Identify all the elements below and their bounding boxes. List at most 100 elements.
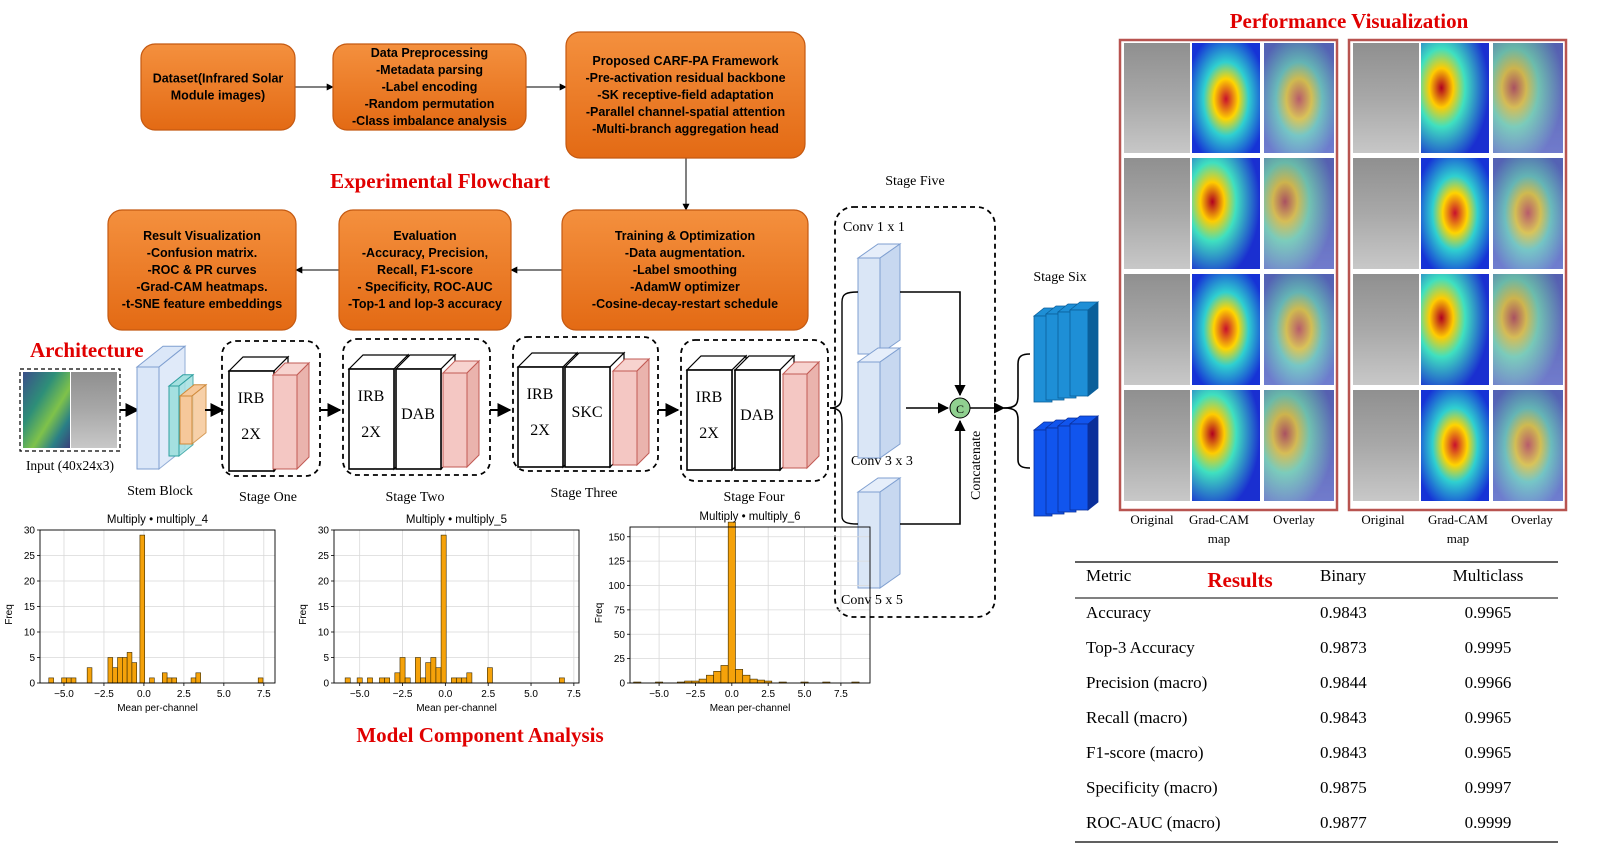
original-image bbox=[1353, 389, 1419, 501]
col-label-original: Original bbox=[1130, 512, 1174, 527]
stage-2-mult-label: 2X bbox=[361, 424, 381, 441]
histogram-bar bbox=[749, 678, 758, 684]
stage-2-pink-block bbox=[441, 359, 481, 469]
x-tick-label: −5.0 bbox=[350, 689, 370, 700]
histogram-bar bbox=[171, 677, 177, 684]
y-tick-label: 125 bbox=[608, 557, 625, 568]
stem-prism-2-front bbox=[168, 385, 180, 457]
histogram-bar bbox=[720, 665, 729, 684]
table-header-binary: Binary bbox=[1320, 566, 1367, 585]
stage-3-extra-label: SKC bbox=[571, 404, 602, 421]
stage-4-pink-block-front bbox=[782, 373, 808, 469]
stage-1-mult-label: 2X bbox=[241, 426, 261, 443]
table-header-metric: Metric bbox=[1086, 566, 1132, 585]
component-analysis-title: Model Component Analysis bbox=[356, 723, 603, 747]
flow-box-6-line: -t-SNE feature embeddings bbox=[122, 297, 282, 311]
table-cell-metric: Specificity (macro) bbox=[1086, 778, 1218, 797]
gradcam-map bbox=[1421, 389, 1489, 501]
flow-box-5-line: Recall, F1-score bbox=[377, 263, 473, 277]
concatenate-label: Concatenate bbox=[969, 431, 984, 500]
stage-five-label: Stage Five bbox=[885, 174, 945, 189]
y-tick-label: 5 bbox=[29, 653, 35, 664]
flow-box-5 bbox=[338, 209, 512, 331]
histogram-bar bbox=[451, 677, 457, 684]
stage-1-frame bbox=[221, 340, 321, 477]
x-tick-label: 7.5 bbox=[567, 689, 581, 700]
col-label-map: map bbox=[1208, 531, 1230, 546]
perf-panel-multiclass bbox=[1347, 38, 1568, 512]
histogram-title: Multiply • multiply_6 bbox=[699, 511, 800, 523]
flow-box-1-line: Dataset(Infrared Solar bbox=[153, 72, 284, 86]
table-cell-metric: F1-score (macro) bbox=[1086, 743, 1204, 762]
flow-box-5-line: -Top-1 and lop-3 accuracy bbox=[348, 297, 502, 311]
histogram-bar bbox=[70, 677, 77, 684]
col-label-overlay: Overlay bbox=[1511, 512, 1553, 527]
x-tick-label: −2.5 bbox=[94, 689, 114, 700]
histogram-bar bbox=[440, 534, 447, 684]
conv3-block-side bbox=[879, 347, 901, 459]
histogram-1: 0 5 10 15 20 25 30 −5.0 −2.5 0.0 2.5 5.0 7.5 Multiply… bbox=[4, 514, 276, 714]
overlay-image-heat bbox=[1493, 389, 1563, 501]
stage-3-pink-block-front bbox=[612, 370, 638, 466]
y-tick-label: 20 bbox=[24, 577, 36, 588]
histogram-title: Multiply • multiply_4 bbox=[107, 514, 209, 526]
flow-box-4-line: -Label smoothing bbox=[633, 263, 737, 277]
stage-4-pink-block bbox=[781, 360, 821, 470]
stem-prism-3-front bbox=[179, 395, 193, 445]
y-tick-label: 75 bbox=[614, 605, 626, 616]
table-cell-metric: Top-3 Accuracy bbox=[1086, 638, 1195, 657]
histogram-bar bbox=[420, 677, 426, 684]
results-title: Results bbox=[1207, 568, 1272, 592]
overlay-image-heat bbox=[1264, 43, 1334, 155]
stage-4-mult-label: 2X bbox=[699, 425, 719, 442]
x-tick-label: 2.5 bbox=[177, 689, 191, 700]
conv1-block bbox=[856, 243, 902, 355]
x-tick-label: 0.0 bbox=[137, 689, 151, 700]
histogram-2: 0 5 10 15 20 25 30 −5.0 −2.5 0.0 2.5 5.0 7.5 Multiply… bbox=[298, 514, 581, 714]
y-tick-label: 0 bbox=[29, 679, 35, 690]
x-axis-label: Mean per-channel bbox=[117, 703, 198, 714]
histogram-bar bbox=[558, 677, 565, 684]
stage-1-label: Stage One bbox=[239, 490, 297, 505]
y-tick-label: 100 bbox=[608, 581, 625, 592]
table-cell-multiclass: 0.9966 bbox=[1465, 673, 1512, 692]
stage-six-stack-2-front bbox=[1069, 423, 1089, 511]
stage-3-irb-block-front bbox=[517, 366, 564, 468]
histogram-bar bbox=[430, 657, 437, 684]
stage-six-stack-2 bbox=[1032, 415, 1100, 517]
y-tick-label: 0 bbox=[323, 679, 329, 690]
x-tick-label: −5.0 bbox=[649, 689, 669, 700]
stage-six-stack-1 bbox=[1032, 301, 1100, 403]
stage-3-frame bbox=[512, 336, 659, 472]
gradcam-map bbox=[1192, 157, 1260, 269]
stage-2-irb-block-front bbox=[348, 368, 395, 470]
y-tick-label: 20 bbox=[318, 577, 330, 588]
histogram-bar bbox=[344, 677, 351, 684]
overlay-image-heat bbox=[1493, 43, 1563, 155]
table-cell-binary: 0.9843 bbox=[1320, 603, 1367, 622]
flow-box-6-line: -Confusion matrix. bbox=[147, 246, 257, 260]
conv1-block-side bbox=[879, 243, 901, 355]
histogram-bar bbox=[384, 677, 390, 684]
overlay-image-heat bbox=[1264, 389, 1334, 501]
row-separator bbox=[1122, 385, 1335, 390]
table-cell-multiclass: 0.9965 bbox=[1465, 743, 1512, 762]
table-cell-multiclass: 0.9999 bbox=[1465, 813, 1512, 832]
table-cell-binary: 0.9875 bbox=[1320, 778, 1367, 797]
stage-4-pink-block-side bbox=[806, 360, 820, 470]
col-label-gradcam: Grad-CAM bbox=[1189, 512, 1249, 527]
table-cell-multiclass: 0.9997 bbox=[1465, 778, 1512, 797]
flow-box-6 bbox=[107, 209, 297, 331]
stage-2-pink-block-side bbox=[466, 359, 480, 469]
flow-box-3-line: -Parallel channel-spatial attention bbox=[586, 105, 785, 119]
gradcam-map bbox=[1192, 43, 1260, 155]
table-cell-multiclass: 0.9965 bbox=[1465, 708, 1512, 727]
x-tick-label: 2.5 bbox=[481, 689, 495, 700]
table-cell-binary: 0.9877 bbox=[1320, 813, 1367, 832]
flow-box-4-line: Training & Optimization bbox=[615, 229, 755, 243]
perf-panel-binary bbox=[1118, 38, 1339, 512]
y-tick-label: 30 bbox=[318, 526, 330, 537]
stage-4-extra-label: DAB bbox=[740, 407, 774, 424]
y-tick-label: 25 bbox=[614, 654, 626, 665]
